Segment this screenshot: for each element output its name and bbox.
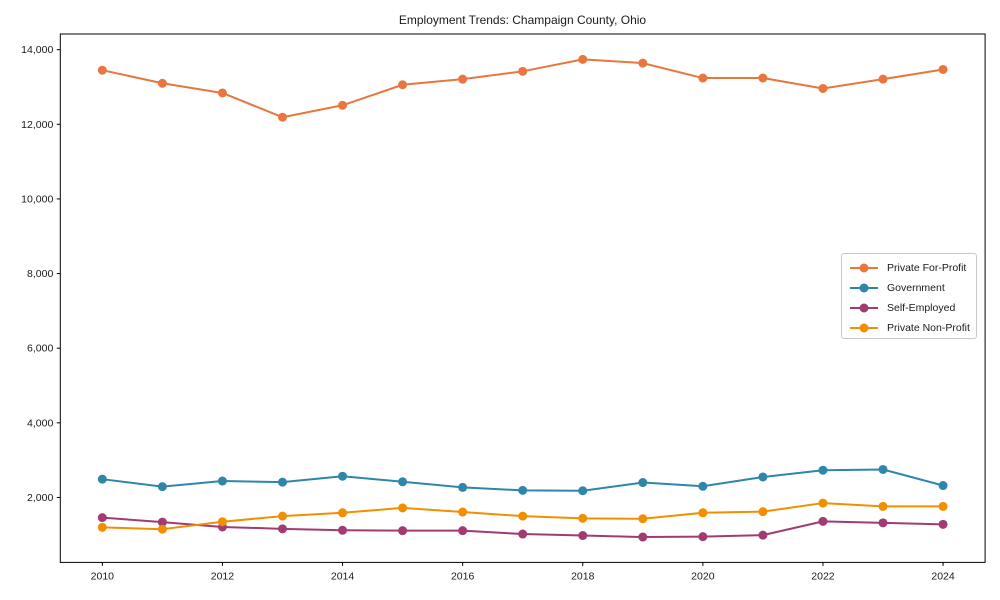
- data-point-government: [818, 465, 828, 475]
- data-point-private-non-profit: [878, 501, 888, 511]
- legend-item-self-employed: Self-Employed: [849, 298, 976, 318]
- y-tick-label: 8,000: [27, 268, 53, 280]
- data-point-self-employed: [818, 516, 828, 526]
- y-tick-label: 4,000: [27, 417, 53, 429]
- data-point-self-employed: [938, 519, 948, 529]
- data-point-self-employed: [698, 532, 708, 542]
- x-tick-label: 2010: [91, 570, 115, 582]
- legend-marker-icon: [850, 303, 878, 313]
- data-point-government: [217, 476, 227, 486]
- data-point-private-non-profit: [638, 514, 648, 524]
- data-point-private-for-profit: [338, 100, 348, 110]
- x-tick-label: 2012: [211, 570, 235, 582]
- data-point-government: [578, 486, 588, 496]
- data-point-private-for-profit: [698, 73, 708, 83]
- x-tick-label: 2016: [451, 570, 475, 582]
- data-point-private-for-profit: [398, 80, 408, 90]
- data-point-private-for-profit: [818, 83, 828, 93]
- y-tick-label: 10,000: [21, 193, 53, 205]
- data-point-self-employed: [758, 530, 768, 540]
- x-tick-label: 2022: [811, 570, 835, 582]
- data-point-private-for-profit: [217, 88, 227, 98]
- legend-item-label: Private For-Profit: [887, 262, 967, 274]
- data-point-government: [518, 485, 528, 495]
- x-tick-label: 2024: [931, 570, 955, 582]
- data-point-private-for-profit: [97, 65, 107, 75]
- data-point-self-employed: [277, 524, 287, 534]
- axes-box: [59, 33, 986, 563]
- data-point-government: [938, 481, 948, 491]
- data-point-self-employed: [458, 526, 468, 536]
- data-point-private-non-profit: [458, 507, 468, 517]
- data-point-private-non-profit: [277, 511, 287, 521]
- data-point-private-for-profit: [878, 74, 888, 84]
- chart-title: Employment Trends: Champaign County, Ohi…: [398, 13, 647, 27]
- data-point-government: [638, 478, 648, 488]
- data-point-private-non-profit: [518, 511, 528, 521]
- legend: Private For-Profit Government Self-Employe…: [841, 253, 977, 339]
- data-point-private-non-profit: [398, 503, 408, 513]
- data-point-self-employed: [878, 518, 888, 528]
- data-point-government: [277, 477, 287, 487]
- data-point-self-employed: [398, 526, 408, 536]
- data-point-private-for-profit: [758, 73, 768, 83]
- data-point-self-employed: [97, 513, 107, 523]
- legend-marker-icon: [850, 323, 878, 333]
- data-point-government: [758, 472, 768, 482]
- data-point-private-non-profit: [758, 507, 768, 517]
- data-point-private-non-profit: [818, 498, 828, 508]
- data-point-self-employed: [578, 531, 588, 541]
- legend-marker-icon: [850, 283, 878, 293]
- data-point-private-non-profit: [938, 501, 948, 511]
- y-tick-label: 6,000: [27, 343, 53, 355]
- legend-marker-icon: [850, 263, 878, 273]
- data-point-government: [97, 474, 107, 484]
- x-tick-label: 2014: [331, 570, 355, 582]
- data-point-private-for-profit: [938, 64, 948, 74]
- data-point-private-non-profit: [97, 522, 107, 532]
- data-point-private-for-profit: [518, 66, 528, 76]
- data-point-self-employed: [518, 529, 528, 539]
- data-point-government: [157, 482, 167, 492]
- data-point-government: [398, 477, 408, 487]
- data-point-government: [338, 471, 348, 481]
- data-point-government: [878, 464, 888, 474]
- data-point-government: [458, 482, 468, 492]
- legend-item-label: Self-Employed: [887, 302, 956, 314]
- data-point-private-for-profit: [638, 58, 648, 68]
- y-tick-label: 14,000: [21, 44, 53, 56]
- x-tick-label: 2018: [571, 570, 595, 582]
- legend-item-government: Government: [849, 278, 976, 298]
- x-tick-label: 2020: [691, 570, 715, 582]
- legend-item-private-non-profit: Private Non-Profit: [849, 318, 976, 338]
- y-tick-label: 2,000: [27, 492, 53, 504]
- data-point-self-employed: [638, 532, 648, 542]
- data-point-private-non-profit: [698, 508, 708, 518]
- data-point-self-employed: [157, 517, 167, 527]
- data-point-government: [698, 481, 708, 491]
- data-point-private-non-profit: [338, 508, 348, 518]
- data-point-private-for-profit: [458, 74, 468, 84]
- data-point-private-for-profit: [157, 78, 167, 88]
- legend-item-label: Government: [887, 282, 945, 294]
- legend-item-label: Private Non-Profit: [887, 322, 970, 334]
- data-point-private-for-profit: [277, 112, 287, 122]
- data-point-private-non-profit: [157, 524, 167, 534]
- legend-item-private-for-profit: Private For-Profit: [849, 258, 976, 278]
- data-point-private-non-profit: [217, 517, 227, 527]
- y-tick-label: 12,000: [21, 119, 53, 131]
- data-point-self-employed: [338, 525, 348, 535]
- data-point-private-non-profit: [578, 513, 588, 523]
- data-point-private-for-profit: [578, 54, 588, 64]
